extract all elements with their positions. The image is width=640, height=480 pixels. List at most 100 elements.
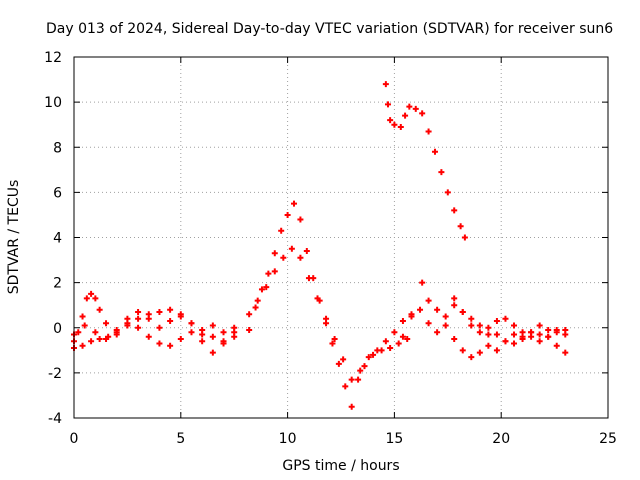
- data-point: [258, 286, 265, 293]
- data-point: [314, 295, 321, 302]
- series-track-i: [451, 295, 569, 347]
- data-point: [75, 329, 82, 336]
- data-point: [391, 329, 398, 336]
- data-point: [553, 342, 560, 349]
- data-point: [278, 227, 285, 234]
- data-point: [451, 295, 458, 302]
- data-point: [88, 338, 95, 345]
- data-point: [271, 268, 278, 275]
- data-point: [485, 342, 492, 349]
- data-point: [468, 322, 475, 329]
- data-point: [246, 311, 253, 318]
- data-point: [271, 250, 278, 257]
- data-point: [297, 216, 304, 223]
- data-point: [96, 306, 103, 313]
- data-point: [305, 275, 312, 282]
- data-point: [382, 81, 389, 88]
- data-point: [145, 333, 152, 340]
- y-tick-label: 4: [53, 231, 62, 247]
- data-point: [387, 345, 394, 352]
- data-point: [511, 340, 518, 347]
- data-point: [493, 331, 500, 338]
- data-point: [124, 315, 131, 322]
- y-tick-label: 10: [44, 95, 62, 111]
- data-point: [457, 223, 464, 230]
- data-point: [451, 336, 458, 343]
- data-point: [340, 356, 347, 363]
- data-point: [370, 351, 377, 358]
- data-point: [135, 308, 142, 315]
- data-point: [361, 363, 368, 370]
- data-point: [79, 313, 86, 320]
- data-point: [342, 383, 349, 390]
- data-point: [476, 322, 483, 329]
- y-tick-label: 6: [53, 185, 62, 201]
- data-point: [468, 315, 475, 322]
- data-point: [468, 354, 475, 361]
- x-tick-label: 20: [492, 431, 510, 447]
- data-point: [252, 304, 259, 311]
- data-point: [246, 327, 253, 334]
- data-point: [528, 329, 535, 336]
- data-point: [395, 340, 402, 347]
- data-point: [209, 333, 216, 340]
- data-point: [81, 322, 88, 329]
- data-point: [402, 112, 409, 119]
- data-point: [167, 306, 174, 313]
- data-point: [536, 322, 543, 329]
- data-point: [425, 320, 432, 327]
- data-point: [83, 295, 90, 302]
- data-point: [425, 128, 432, 135]
- data-points: [71, 81, 569, 410]
- data-point: [511, 331, 518, 338]
- data-point: [156, 324, 163, 331]
- data-point: [177, 313, 184, 320]
- x-tick-label: 5: [176, 431, 185, 447]
- x-tick-label: 10: [279, 431, 297, 447]
- series-track-c: [71, 308, 238, 343]
- data-point: [177, 336, 184, 343]
- y-tick-label: 0: [53, 321, 62, 337]
- data-point: [493, 347, 500, 354]
- data-point: [199, 331, 206, 338]
- data-point: [408, 313, 415, 320]
- data-point: [451, 302, 458, 309]
- data-point: [209, 322, 216, 329]
- data-point: [397, 123, 404, 130]
- data-point: [374, 347, 381, 354]
- x-axis-label: GPS time / hours: [282, 458, 399, 474]
- data-point: [461, 234, 468, 241]
- data-point: [79, 342, 86, 349]
- data-point: [348, 403, 355, 410]
- data-point: [355, 376, 362, 383]
- data-point: [451, 207, 458, 214]
- data-point: [412, 105, 419, 112]
- data-point: [536, 338, 543, 345]
- x-tick-label: 25: [599, 431, 617, 447]
- y-tick-label: 12: [44, 50, 62, 66]
- data-point: [399, 333, 406, 340]
- data-point: [167, 317, 174, 324]
- data-point: [145, 315, 152, 322]
- y-tick-label: -4: [48, 411, 62, 427]
- data-point: [553, 327, 560, 334]
- data-point: [103, 320, 110, 327]
- y-tick-label: 8: [53, 140, 62, 156]
- data-point: [265, 270, 272, 277]
- data-point: [476, 349, 483, 356]
- data-point: [188, 320, 195, 327]
- data-point: [384, 101, 391, 108]
- data-point: [502, 315, 509, 322]
- data-point: [88, 290, 95, 297]
- data-point: [323, 315, 330, 322]
- data-point: [536, 331, 543, 338]
- grid-lines: [74, 57, 608, 418]
- data-point: [434, 306, 441, 313]
- data-point: [562, 331, 569, 338]
- data-point: [348, 376, 355, 383]
- data-point: [156, 308, 163, 315]
- series-track-d: [246, 200, 411, 410]
- data-point: [459, 347, 466, 354]
